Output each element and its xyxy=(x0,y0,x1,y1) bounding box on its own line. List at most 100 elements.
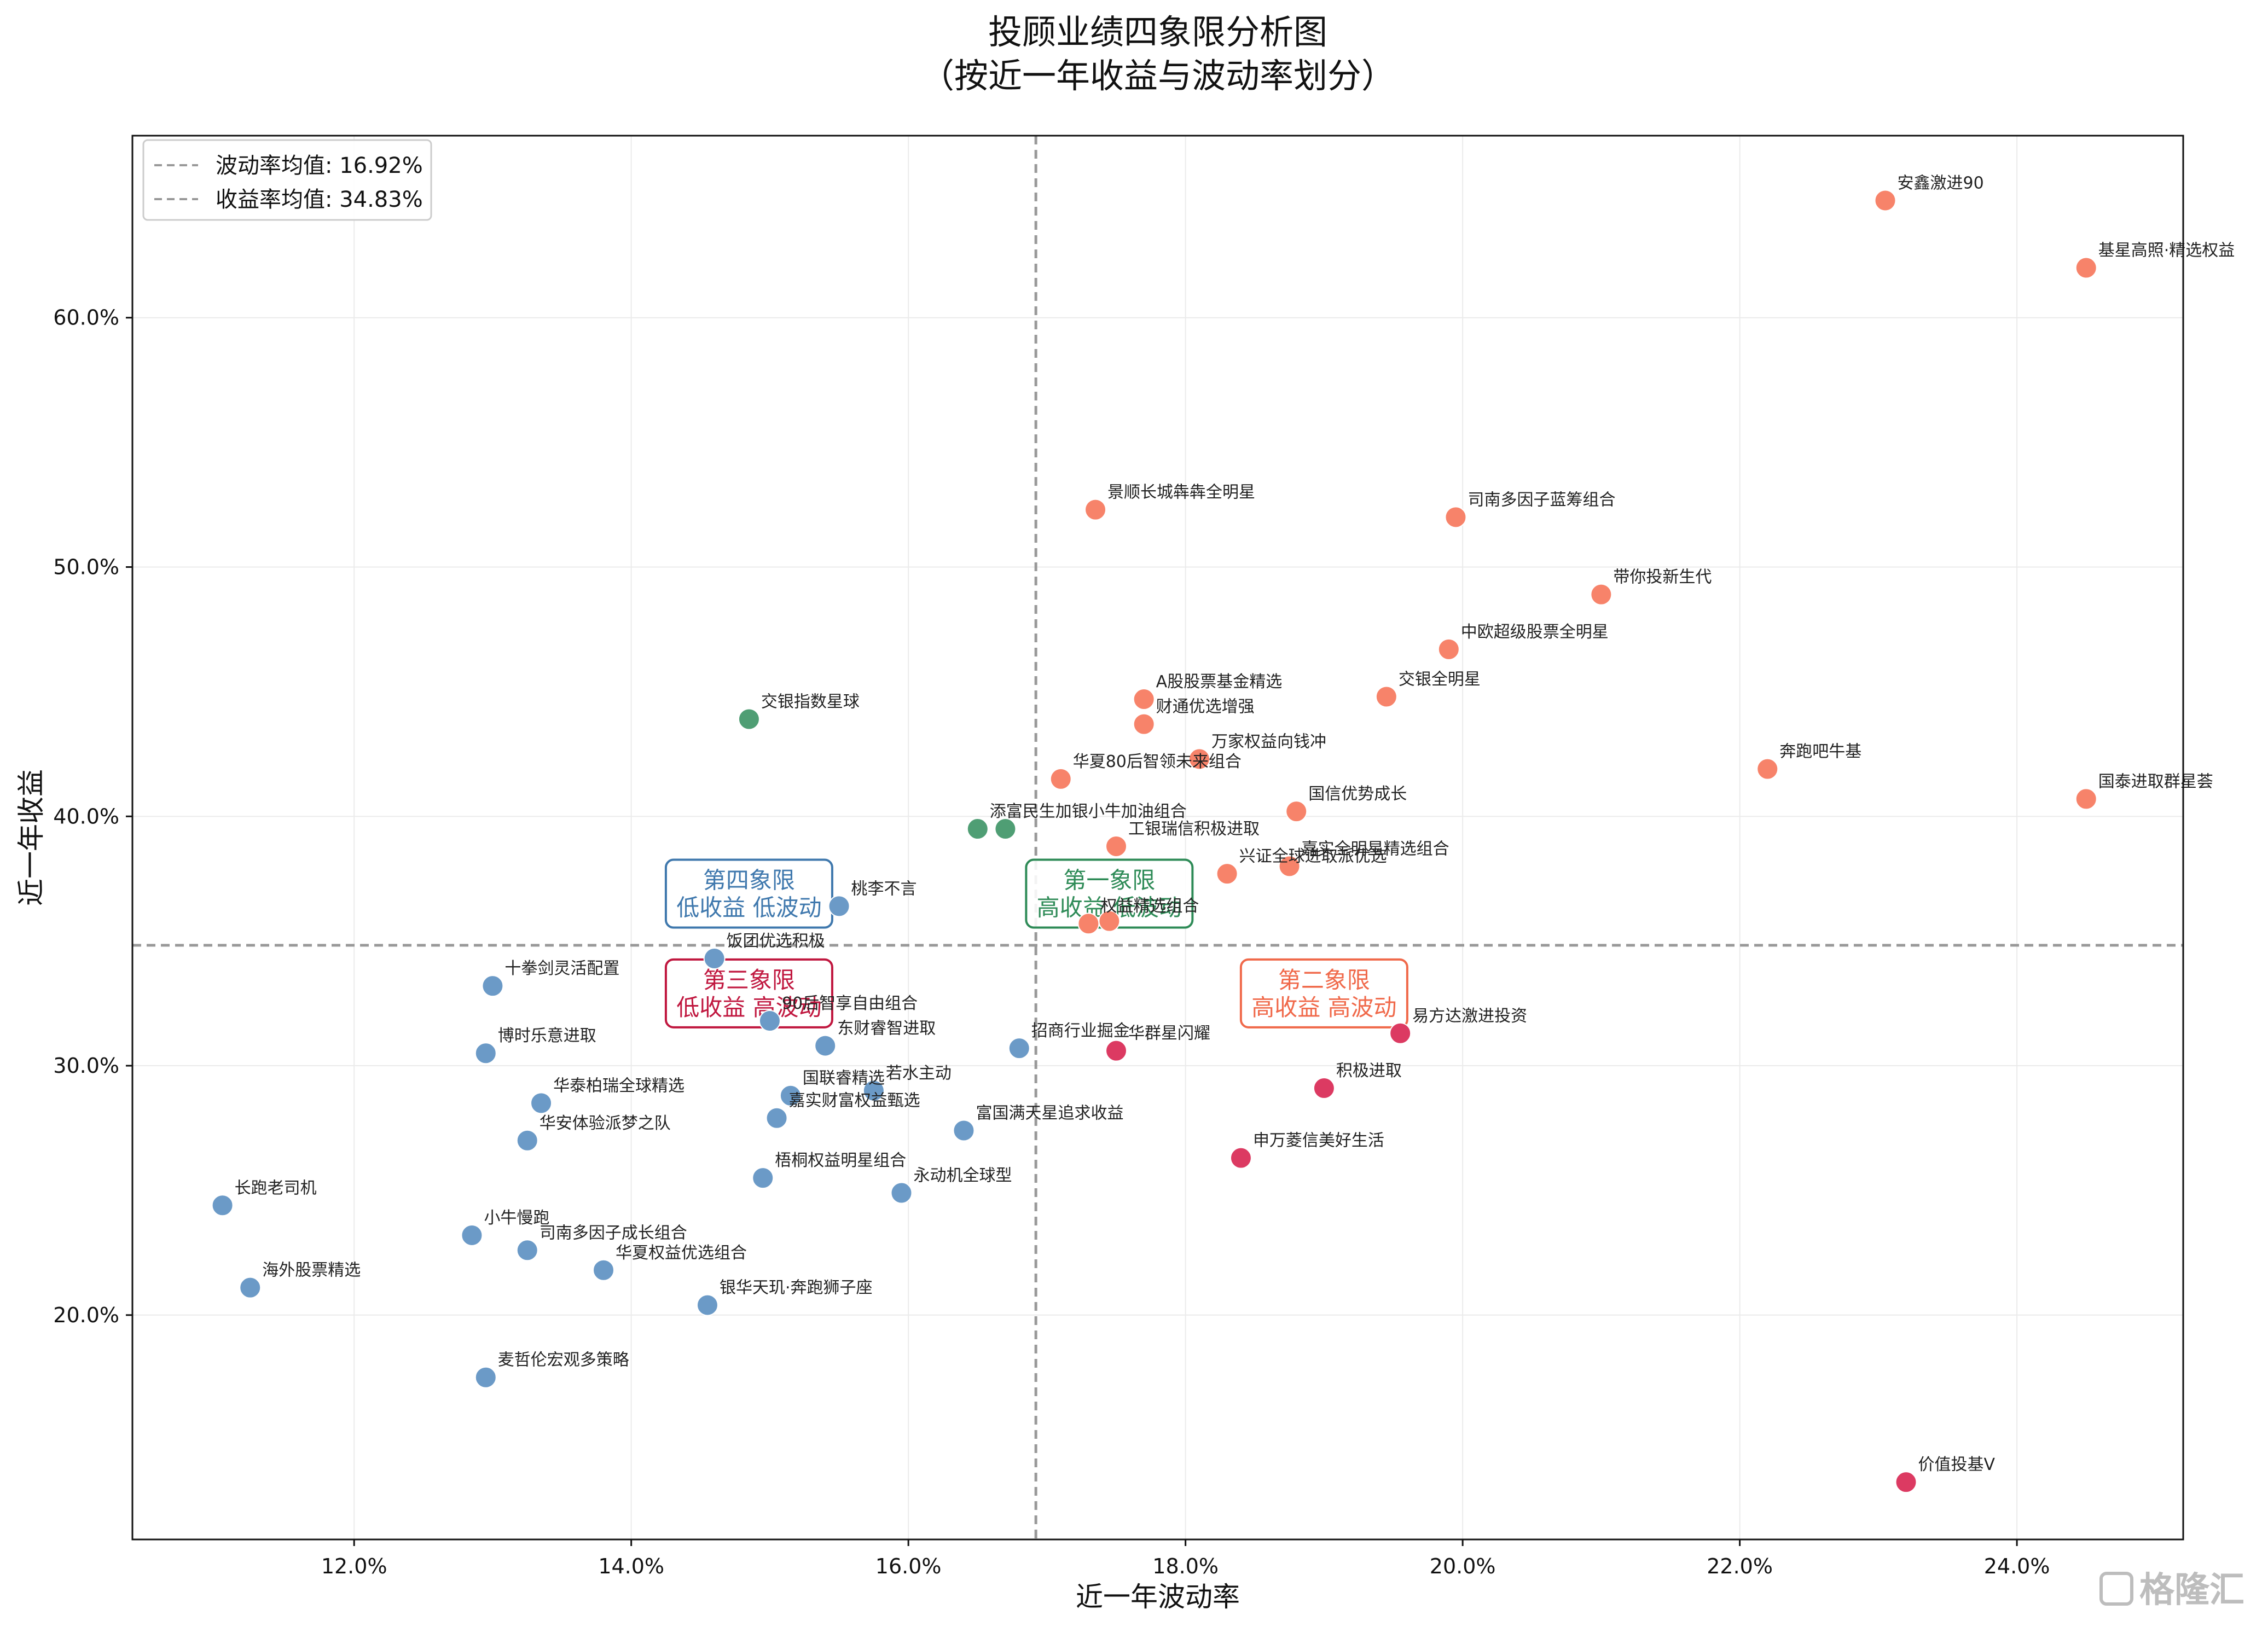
data-point xyxy=(966,818,989,840)
data-point xyxy=(696,1294,718,1316)
data-point-label: 工银瑞信积极进取 xyxy=(1128,820,1260,839)
data-point-label: 交银全明星 xyxy=(1399,670,1481,689)
data-point xyxy=(1874,189,1896,212)
watermark-text: 格隆汇 xyxy=(2139,1570,2244,1611)
quadrant-box xyxy=(664,858,833,929)
data-point xyxy=(593,1259,615,1281)
x-tick-label: 22.0% xyxy=(1707,1554,1773,1578)
data-point-label: 永动机全球型 xyxy=(914,1166,1012,1185)
data-point-label: 华泰柏瑞全球精选 xyxy=(553,1076,685,1095)
data-point-label: 嘉实全明星精选组合 xyxy=(1302,839,1449,858)
chart-title-line-1: 投顾业绩四象限分析图 xyxy=(988,12,1327,52)
data-point xyxy=(1756,758,1779,780)
y-axis-label: 近一年收益 xyxy=(15,769,47,906)
data-point xyxy=(765,1107,788,1129)
data-point-label: 桃李不言 xyxy=(851,879,917,898)
data-point xyxy=(703,948,726,970)
data-point-label: 景顺长城犇犇全明星 xyxy=(1107,483,1255,502)
data-point-label: 华夏权益优选组合 xyxy=(616,1244,747,1263)
data-point-label: 基星高照·精选权益 xyxy=(2098,241,2235,260)
x-tick-label: 16.0% xyxy=(875,1554,942,1578)
legend-box xyxy=(142,139,432,221)
watermark-icon xyxy=(2099,1572,2133,1606)
watermark: 格隆汇 xyxy=(2099,1570,2244,1611)
data-point-label: 华安体验派梦之队 xyxy=(540,1114,671,1133)
data-point-label: 博时乐意进取 xyxy=(498,1026,596,1045)
data-point-label: 长跑老司机 xyxy=(235,1178,317,1198)
quadrant-name: 第二象限 xyxy=(1278,967,1370,993)
data-point xyxy=(239,1276,262,1299)
data-point xyxy=(1049,768,1072,790)
x-tick-label: 12.0% xyxy=(321,1554,387,1578)
quadrant-box xyxy=(1239,958,1408,1029)
data-point xyxy=(1445,506,1467,528)
x-tick-label: 24.0% xyxy=(1984,1554,2050,1578)
data-point-label: 90后智享自由组合 xyxy=(782,994,918,1013)
data-point-label: 华群星闪耀 xyxy=(1128,1024,1210,1043)
data-point xyxy=(461,1224,483,1246)
data-point-label: 易方达激进投资 xyxy=(1412,1007,1527,1026)
data-point-label: 饭团优选积极 xyxy=(727,932,825,951)
data-point-label: 添富民生加银小牛加油组合 xyxy=(990,802,1187,821)
data-point-label: 十拳剑灵活配置 xyxy=(504,959,619,978)
data-point-label: 权益精选组合 xyxy=(1100,897,1199,916)
x-tick-label: 18.0% xyxy=(1152,1554,1219,1578)
data-point-label: 积极进取 xyxy=(1336,1061,1402,1080)
data-point xyxy=(1084,498,1107,521)
data-points xyxy=(211,189,2097,1494)
data-point xyxy=(953,1119,975,1142)
quadrant-name: 第三象限 xyxy=(703,967,795,993)
grid-lines xyxy=(132,136,2183,1539)
data-point-label: 国联睿精选 xyxy=(803,1069,885,1088)
x-axis-ticks: 12.0% 14.0% 16.0% 18.0% 20.0% 22.0% 24.0% xyxy=(321,1539,2050,1578)
data-point-label: 梧桐权益明星组合 xyxy=(775,1151,906,1170)
quadrant-desc: 低收益 高波动 xyxy=(676,994,821,1021)
data-point-label: 招商行业掘金 xyxy=(1031,1021,1130,1041)
data-point xyxy=(1895,1471,1917,1494)
data-point xyxy=(738,708,760,730)
data-point xyxy=(779,1084,802,1107)
data-point xyxy=(474,1366,497,1388)
y-tick-label: 60.0% xyxy=(53,306,119,330)
data-point xyxy=(516,1129,538,1152)
data-point-label: 国泰进取群星荟 xyxy=(2098,772,2213,791)
quadrant-box xyxy=(664,958,833,1029)
data-point xyxy=(758,1009,781,1032)
data-point-label: 交银指数星球 xyxy=(761,693,860,712)
data-point xyxy=(828,895,850,917)
x-tick-label: 20.0% xyxy=(1430,1554,1496,1578)
data-point xyxy=(1278,855,1301,878)
data-point xyxy=(890,1182,913,1204)
data-point xyxy=(1389,1022,1412,1044)
y-axis-ticks: 20.0% 30.0% 40.0% 50.0% 60.0% xyxy=(53,306,132,1327)
data-point-label: 嘉实财富权益甄选 xyxy=(789,1091,920,1111)
data-point-label: 中欧超级股票全明星 xyxy=(1461,623,1609,642)
data-point xyxy=(1590,583,1612,606)
data-point xyxy=(1098,910,1121,932)
legend-label-volatility-mean: 波动率均值: 16.92% xyxy=(216,153,423,178)
data-point-label: 东财睿智进取 xyxy=(837,1019,936,1038)
data-point-label: 华夏80后智领未来组合 xyxy=(1073,752,1242,771)
data-point xyxy=(1437,638,1460,660)
data-point-label: 富国满天星追求收益 xyxy=(976,1104,1123,1123)
x-tick-label: 14.0% xyxy=(598,1554,664,1578)
data-point xyxy=(1008,1037,1030,1060)
data-point-label: 国信优势成长 xyxy=(1308,785,1407,804)
reference-lines xyxy=(132,136,2183,1539)
data-point-label: 价值投基V xyxy=(1918,1455,1996,1474)
data-point-label: 带你投新生代 xyxy=(1613,568,1712,587)
data-point xyxy=(2075,257,2097,279)
data-point xyxy=(1229,1147,1252,1169)
data-point-label: 若水主动 xyxy=(886,1064,952,1083)
data-point-label: 兴证全球进取派优选 xyxy=(1239,847,1387,866)
data-point-label: 万家权益向钱冲 xyxy=(1211,732,1326,751)
quadrant-name: 第一象限 xyxy=(1063,867,1155,894)
data-point-label: 奔跑吧牛基 xyxy=(1779,742,1861,762)
data-point xyxy=(530,1092,553,1114)
data-point xyxy=(516,1239,538,1262)
data-point xyxy=(1216,863,1238,885)
y-tick-label: 40.0% xyxy=(53,804,119,828)
